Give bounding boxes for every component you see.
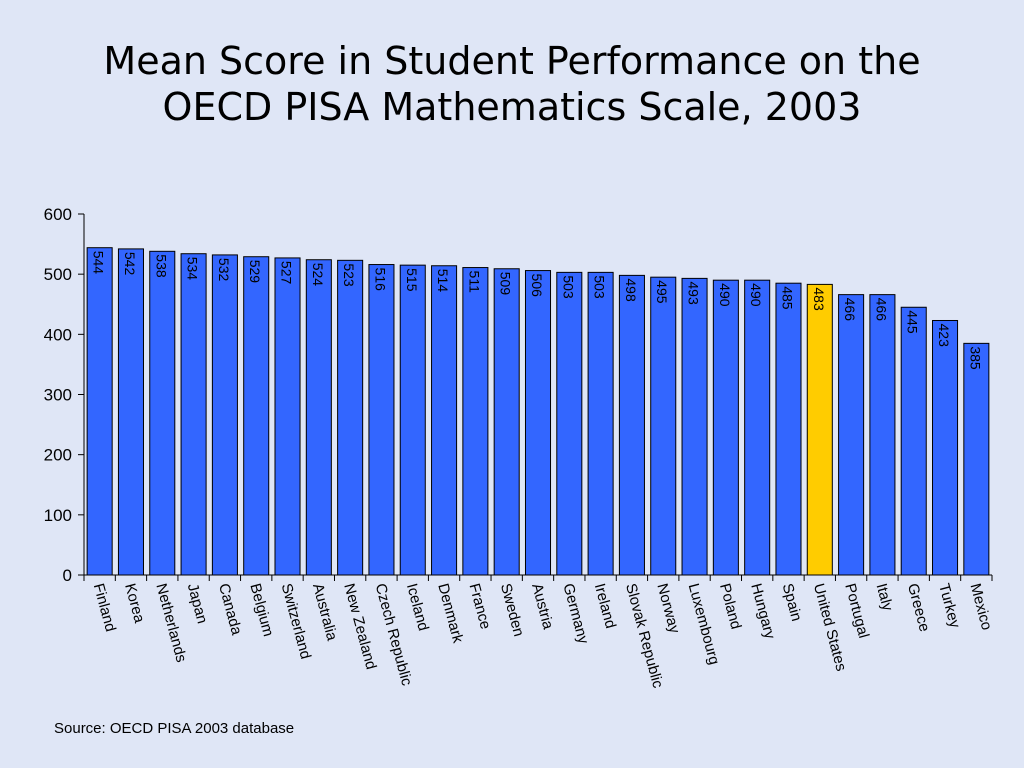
bar xyxy=(337,259,364,576)
bar xyxy=(587,271,614,576)
x-tick-label: Korea xyxy=(121,582,148,626)
x-tick-label: New Zealand xyxy=(340,582,379,672)
x-tick-label: Iceland xyxy=(403,582,432,633)
bar xyxy=(180,253,207,576)
bar xyxy=(618,274,645,576)
bar xyxy=(493,268,520,576)
data-label: 490 xyxy=(717,283,733,307)
x-tick-label: Portugal xyxy=(841,582,872,640)
data-label: 466 xyxy=(873,298,889,322)
x-tick-label: United States xyxy=(810,582,850,673)
data-label: 538 xyxy=(153,254,169,278)
data-label: 509 xyxy=(498,272,514,296)
bar xyxy=(712,279,739,576)
data-label: 515 xyxy=(404,268,420,292)
x-tick-label: Switzerland xyxy=(278,582,314,661)
x-tick-label: Spain xyxy=(779,582,805,623)
x-tick-label: Italy xyxy=(873,582,897,613)
bar-highlight xyxy=(806,283,833,576)
data-label: 532 xyxy=(216,258,232,282)
bar xyxy=(963,342,990,576)
data-label: 483 xyxy=(811,287,827,311)
y-tick-label: 400 xyxy=(44,325,72,344)
bar xyxy=(149,250,176,576)
y-tick-label: 500 xyxy=(44,265,72,284)
source-note: Source: OECD PISA 2003 database xyxy=(54,720,295,737)
data-label: 511 xyxy=(466,271,482,294)
x-tick-label: Austria xyxy=(528,582,557,632)
data-label: 485 xyxy=(779,286,795,310)
x-tick-label: France xyxy=(466,582,495,631)
data-label: 527 xyxy=(279,261,295,285)
data-label: 493 xyxy=(686,281,702,305)
x-tick-label: Norway xyxy=(653,582,683,636)
bar xyxy=(462,267,489,576)
data-label: 514 xyxy=(435,269,451,293)
bar xyxy=(869,294,896,576)
bar xyxy=(681,277,708,576)
chart-title-line-2: OECD PISA Mathematics Scale, 2003 xyxy=(162,85,862,129)
data-label: 445 xyxy=(905,310,921,334)
y-tick-label: 200 xyxy=(44,446,72,465)
data-label: 516 xyxy=(372,268,388,292)
data-label: 542 xyxy=(122,252,138,276)
x-tick-label: Poland xyxy=(716,582,745,632)
x-tick-label: Greece xyxy=(904,582,933,634)
x-tick-label: Australia xyxy=(309,582,341,643)
bar xyxy=(556,271,583,576)
bar xyxy=(744,279,771,576)
bar xyxy=(368,264,395,576)
bar xyxy=(274,257,301,576)
data-label: 423 xyxy=(936,323,952,347)
bar xyxy=(305,259,332,576)
x-tick-label: Sweden xyxy=(497,582,527,639)
x-tick-label: Mexico xyxy=(966,582,995,632)
x-tick-label: Hungary xyxy=(747,582,778,642)
data-label: 503 xyxy=(560,275,576,299)
bar xyxy=(524,270,552,576)
x-tick-label: Finland xyxy=(90,582,119,634)
bar xyxy=(86,247,113,576)
data-label: 529 xyxy=(247,260,263,284)
chart-title-line-1: Mean Score in Student Performance on the xyxy=(103,39,921,83)
chart-title: Mean Score in Student Performance on the… xyxy=(0,38,1024,130)
x-tick-label: Japan xyxy=(184,582,211,626)
data-label: 498 xyxy=(623,278,639,302)
bar xyxy=(775,282,802,576)
data-label: 495 xyxy=(654,280,670,304)
x-tick-label: Turkey xyxy=(935,582,963,631)
bar xyxy=(117,248,144,576)
x-tick-label: Belgium xyxy=(246,582,276,639)
bar xyxy=(838,294,865,576)
y-tick-label: 300 xyxy=(44,386,72,405)
data-label: 506 xyxy=(529,274,545,298)
y-tick-label: 0 xyxy=(63,566,72,585)
y-tick-label: 100 xyxy=(44,506,72,525)
data-label: 385 xyxy=(967,346,983,370)
x-tick-label: Denmark xyxy=(434,582,466,646)
data-label: 466 xyxy=(842,298,858,322)
bar xyxy=(243,256,270,576)
x-tick-label: Netherlands xyxy=(152,582,189,665)
bar xyxy=(399,264,426,576)
bar xyxy=(932,319,959,576)
data-label: 523 xyxy=(341,263,357,287)
data-label: 490 xyxy=(748,283,764,307)
data-label: 544 xyxy=(91,251,107,275)
bar xyxy=(211,254,238,576)
x-tick-label: Germany xyxy=(559,582,592,646)
x-tick-label: Canada xyxy=(215,582,245,638)
data-label: 524 xyxy=(310,263,326,287)
bar xyxy=(650,276,677,576)
bar xyxy=(900,306,927,576)
data-label: 534 xyxy=(185,257,201,281)
bar xyxy=(431,265,458,576)
x-tick-label: Ireland xyxy=(591,582,619,631)
data-label: 503 xyxy=(592,275,608,299)
x-tick-label: Luxembourg xyxy=(685,582,723,667)
y-tick-label: 600 xyxy=(44,205,72,224)
